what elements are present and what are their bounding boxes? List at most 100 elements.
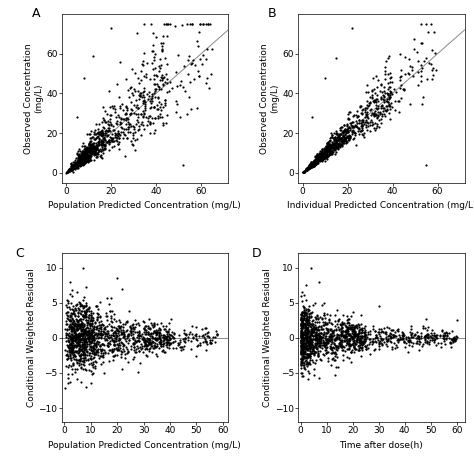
Point (301, 321, 309, 328)
Point (333, 137, 340, 145)
Point (366, 98, 374, 106)
Point (326, 342, 333, 349)
Point (312, 328, 319, 336)
Point (117, 328, 125, 336)
Point (73, 315, 80, 323)
Point (84, 305, 91, 312)
Point (150, 56, 158, 64)
Point (80, 313, 87, 321)
Point (358, 122, 366, 130)
Point (158, 45, 165, 53)
Point (194, 341, 201, 349)
Point (88, 323, 96, 330)
Point (70, 356, 78, 363)
Point (302, 165, 310, 173)
Point (309, 324, 316, 332)
Point (386, 70, 394, 77)
Point (166, 331, 174, 338)
Point (157, 319, 164, 326)
Point (312, 341, 319, 349)
Point (343, 333, 350, 340)
Point (143, 345, 150, 353)
Point (82, 330, 89, 338)
Point (113, 274, 121, 282)
Point (136, 347, 143, 355)
Point (332, 143, 339, 151)
Point (152, 343, 159, 351)
Point (422, 161, 430, 168)
Point (366, 351, 374, 358)
Point (329, 354, 337, 362)
Point (381, 328, 389, 335)
Point (313, 159, 321, 166)
Point (316, 156, 324, 163)
Point (153, 340, 160, 348)
Point (136, 330, 143, 337)
Point (74, 164, 82, 172)
Point (319, 156, 327, 163)
Point (183, 111, 191, 118)
Point (324, 144, 332, 151)
Point (173, 108, 180, 116)
Point (67, 322, 74, 330)
Point (127, 105, 135, 113)
Point (152, 329, 160, 336)
Point (344, 319, 351, 326)
Point (103, 294, 111, 302)
Point (90, 329, 97, 336)
Point (67, 166, 75, 173)
Point (343, 120, 350, 127)
Point (156, 55, 164, 63)
Point (114, 341, 121, 348)
Point (358, 121, 366, 129)
Point (84, 147, 91, 154)
Point (152, 329, 159, 337)
Point (79, 347, 87, 354)
Point (370, 110, 377, 117)
Point (74, 304, 82, 311)
Point (108, 317, 115, 324)
Point (338, 136, 346, 144)
Point (313, 159, 320, 166)
Point (89, 147, 97, 155)
Point (80, 153, 88, 160)
Point (373, 334, 381, 341)
Point (72, 328, 79, 335)
Point (83, 338, 91, 345)
Point (307, 162, 314, 170)
Point (343, 128, 351, 135)
Point (305, 321, 312, 329)
Point (298, 331, 306, 339)
Point (336, 143, 344, 150)
Point (374, 112, 382, 119)
Point (73, 325, 80, 333)
Point (85, 349, 92, 357)
Point (150, 327, 158, 334)
Point (64, 370, 72, 378)
Point (85, 149, 92, 156)
Point (360, 329, 367, 336)
Point (79, 336, 87, 343)
Point (82, 336, 89, 343)
Point (307, 330, 314, 338)
Point (91, 362, 99, 369)
Point (361, 104, 368, 112)
Point (90, 323, 98, 330)
Point (362, 335, 369, 342)
Point (123, 335, 131, 342)
Point (314, 325, 321, 333)
Point (302, 329, 310, 337)
Point (100, 134, 108, 141)
Point (78, 302, 86, 310)
Point (163, 111, 171, 119)
Point (312, 159, 319, 166)
Point (314, 323, 322, 331)
Point (328, 340, 335, 348)
Point (112, 331, 120, 338)
Point (319, 148, 326, 155)
Point (303, 310, 310, 317)
Point (322, 145, 329, 152)
Point (93, 325, 101, 332)
X-axis label: Time after dose(h): Time after dose(h) (339, 441, 423, 450)
Point (366, 335, 374, 343)
